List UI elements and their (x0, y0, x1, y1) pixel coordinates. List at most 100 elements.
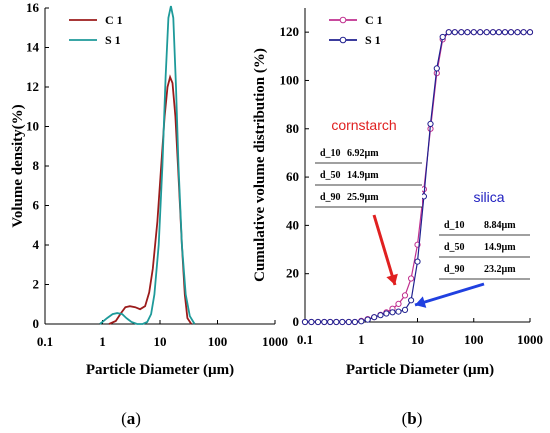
data-point (445, 29, 452, 36)
data-point (495, 29, 502, 36)
data-point (439, 33, 446, 41)
panel-b: 0 20 40 60 80 100 120 0.1 1 10 100 1000 C 1 S 1 cor… (252, 8, 543, 428)
x-tick-label: 1000 (262, 334, 288, 349)
legend-marker (339, 16, 347, 24)
y-tick-label: 10 (26, 119, 39, 134)
table-cell-name: d_90 (320, 192, 341, 203)
y-tick-label: 6 (33, 198, 40, 213)
data-point (483, 29, 490, 36)
data-point (464, 29, 471, 36)
y-tick-label: 2 (33, 277, 40, 292)
data-point (301, 318, 309, 326)
y-tick-label: 40 (286, 217, 299, 232)
y-tick-label: 20 (286, 266, 299, 281)
data-point (489, 29, 497, 36)
annotation-arrow (372, 214, 397, 286)
data-point (308, 318, 315, 326)
annotation-arrowhead (386, 273, 398, 285)
y-tick-label: 4 (33, 237, 40, 252)
data-point (333, 318, 340, 326)
x-tick-label: 10 (411, 332, 424, 347)
series-line-c1 (108, 74, 193, 325)
x-tick-label: 1 (99, 334, 106, 349)
data-point (371, 314, 378, 321)
y-axis-label-b: Cumulative volume distribution (%) (252, 48, 268, 282)
data-point (358, 318, 365, 325)
annotation-table-bg (315, 141, 422, 207)
table-cell-name: d_50 (320, 170, 341, 181)
y-axis-label-a: Volume density(%) (10, 104, 26, 227)
data-point (414, 258, 421, 265)
y-tick-label: 8 (33, 158, 40, 173)
data-point (339, 318, 346, 326)
y-tick-label: 0 (33, 316, 40, 331)
data-point (389, 309, 396, 316)
table-cell-name: d_10 (320, 148, 341, 159)
x-tick-label: 1 (358, 332, 365, 347)
panel-letter-b: b (407, 409, 416, 428)
panel-label-b: (b) (402, 409, 423, 428)
data-point (321, 318, 328, 326)
annotation-label: silica (473, 189, 504, 205)
data-point (395, 300, 402, 307)
x-tick-label: 0.1 (297, 332, 313, 347)
table-cell-name: d_10 (444, 220, 465, 231)
panel-label-a: (a) (121, 409, 141, 428)
x-axis-label-a: Particle Diameter (µm) (86, 362, 234, 378)
data-point (507, 29, 515, 36)
legend-label: C 1 (365, 13, 383, 27)
data-point (364, 316, 371, 323)
table-cell-value: 6.92µm (347, 148, 379, 159)
x-tick-label: 1000 (517, 332, 543, 347)
legend-label: C 1 (105, 13, 123, 27)
data-point (433, 65, 440, 72)
data-point (345, 318, 352, 326)
annotation-table-bg (439, 213, 530, 279)
y-tick-label: 120 (280, 24, 300, 39)
data-point (458, 29, 465, 36)
data-point (501, 29, 509, 36)
legend-label: S 1 (365, 33, 381, 47)
series-line-s1 (99, 5, 196, 325)
data-point (520, 29, 527, 36)
x-tick-label: 100 (464, 332, 484, 347)
legend-label: S 1 (105, 33, 121, 47)
y-tick-label: 14 (26, 40, 40, 55)
data-point (377, 312, 384, 319)
x-tick-label: 100 (208, 334, 228, 349)
x-tick-label: 0.1 (37, 334, 53, 349)
data-point (408, 275, 415, 282)
table-cell-name: d_50 (444, 242, 465, 253)
table-cell-value: 14.9µm (347, 170, 379, 181)
data-point (395, 308, 402, 315)
table-cell-value: 14.9µm (484, 242, 516, 253)
panel-a: 0 2 4 6 8 10 12 14 16 0.1 1 10 100 1000 C 1 S 1 Volum… (10, 0, 288, 428)
data-point (408, 297, 415, 304)
data-point (477, 29, 484, 36)
data-point (314, 318, 322, 326)
y-tick-label: 60 (286, 169, 299, 184)
table-cell-value: 8.84µm (484, 220, 516, 231)
y-tick-label: 16 (26, 0, 40, 15)
annotation-arrowhead (415, 296, 427, 308)
panel-letter-a: a (127, 409, 136, 428)
annotation-label: cornstarch (331, 117, 396, 133)
y-tick-label: 12 (26, 79, 39, 94)
data-point (327, 318, 334, 326)
data-point (351, 318, 358, 326)
data-point (401, 292, 409, 299)
x-tick-label: 10 (154, 334, 167, 349)
y-tick-label: 0 (293, 314, 300, 329)
data-point (514, 29, 521, 36)
y-tick-label: 80 (286, 121, 299, 136)
table-cell-value: 23.2µm (484, 264, 516, 275)
data-point (451, 29, 458, 36)
data-point (401, 306, 409, 313)
table-cell-value: 25.9µm (347, 192, 379, 203)
data-point (470, 29, 477, 36)
data-point (383, 310, 390, 317)
x-axis-label-b: Particle Diameter (µm) (346, 362, 494, 378)
table-cell-name: d_90 (444, 264, 465, 275)
annotation-arrow (414, 282, 485, 307)
